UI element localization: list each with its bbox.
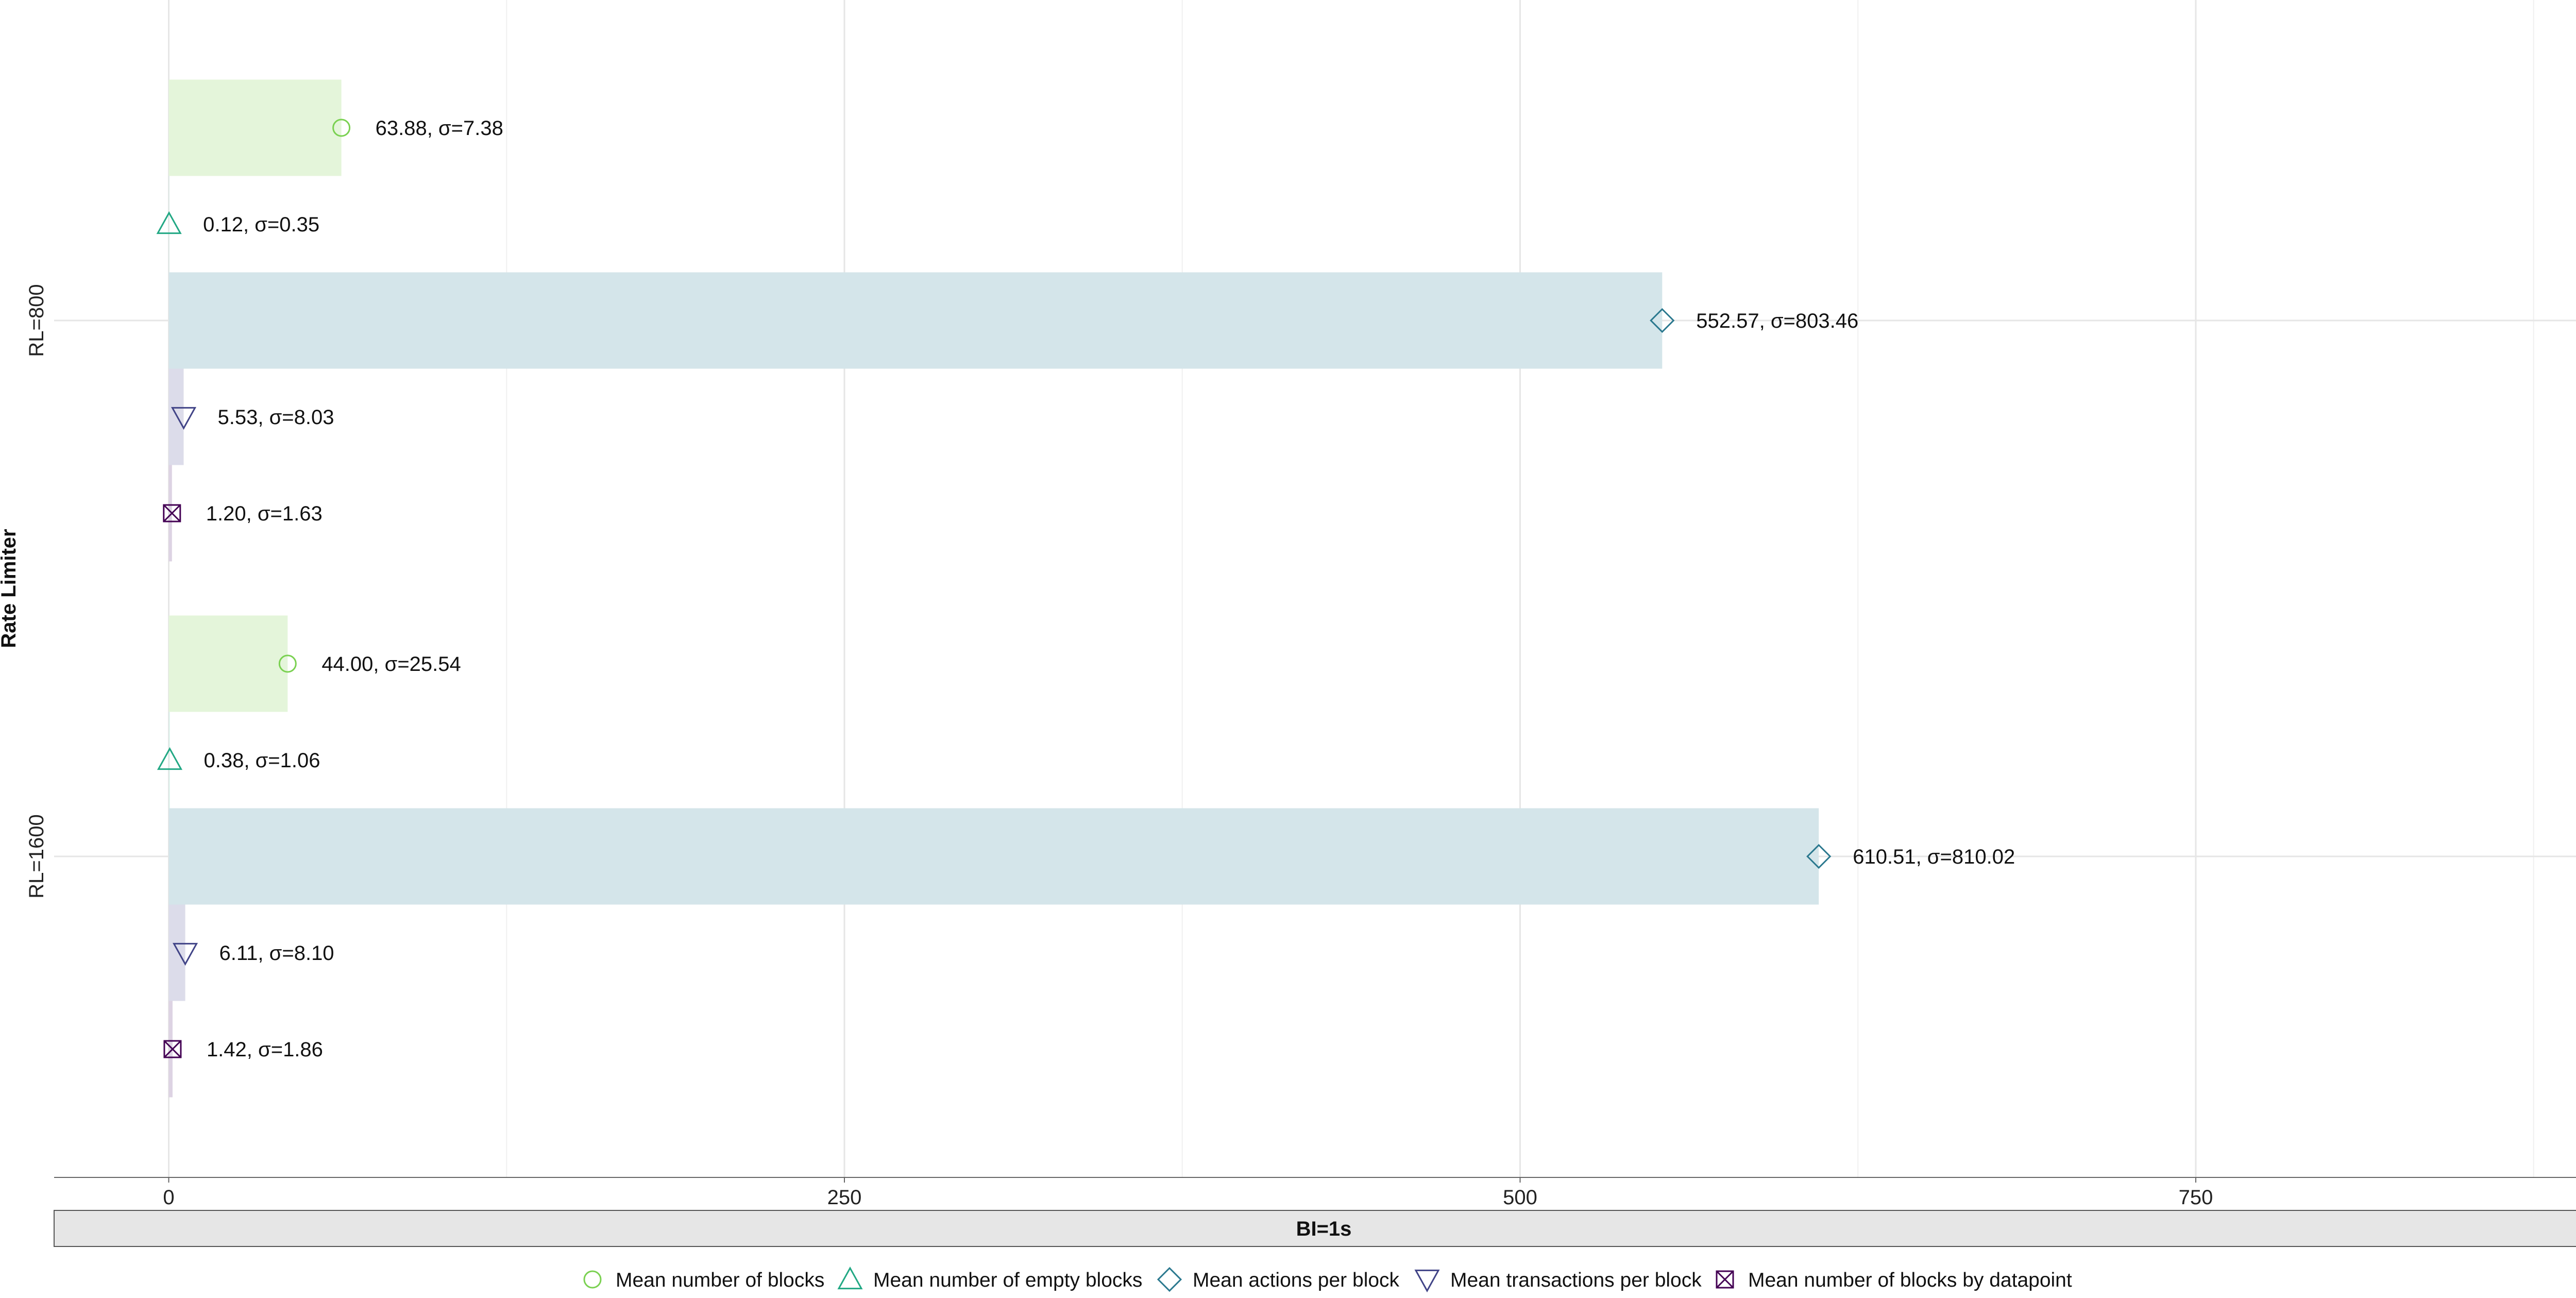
data-marker-square (163, 1040, 182, 1058)
legend-item: Mean transactions per block (1414, 1269, 1702, 1293)
data-marker-circle (278, 654, 297, 673)
bar (168, 1001, 173, 1098)
x-tick-label: 0 (163, 1186, 174, 1209)
data-labels: 63.88, σ=7.38 0.12, σ=0.35 552.57, σ=803.4… (203, 117, 2015, 1061)
bar (168, 712, 170, 808)
data-label: 5.53, σ=8.03 (218, 406, 334, 429)
x-tick-label: 250 (827, 1186, 862, 1209)
bar (168, 79, 342, 176)
data-marker-square-x (163, 504, 181, 522)
data-label: 610.51, σ=810.02 (1853, 846, 2015, 868)
data-marker-diamond (1806, 844, 1832, 869)
bar (168, 176, 170, 273)
facet-strip (54, 1210, 2576, 1247)
data-marker-square-x (1716, 1270, 1734, 1289)
x-tick-label: 750 (2179, 1186, 2213, 1209)
data-label: 63.88, σ=7.38 (376, 117, 503, 140)
x-ticks: 0 250 500 750 (163, 1177, 2213, 1209)
data-marker-diamond (1650, 308, 1675, 333)
data-label: 1.20, σ=1.63 (206, 502, 323, 525)
data-marker-cross (163, 1040, 182, 1058)
bars (168, 79, 1819, 1098)
data-label: 44.00, σ=25.54 (321, 653, 461, 676)
data-marker-triangle-down (171, 407, 197, 430)
data-label: 0.38, σ=1.06 (204, 749, 320, 772)
bar (168, 615, 288, 712)
bar (168, 272, 1663, 369)
data-marker-triangle-down (1414, 1269, 1440, 1293)
data-label: 552.57, σ=803.46 (1696, 310, 1858, 332)
data-marker-circle (332, 119, 351, 137)
bar (168, 904, 185, 1001)
data-marker-square-x (163, 1040, 182, 1058)
y-axis-title: Rate Limiter (0, 529, 20, 648)
data-marker-triangle-up (156, 211, 182, 234)
data-label: 6.11, σ=8.10 (219, 942, 334, 965)
y-tick-label: RL=800 (25, 284, 48, 357)
y-tick-labels: RL=800 RL=1600 (25, 284, 48, 898)
legend-label: Mean actions per block (1193, 1269, 1400, 1291)
legend-label: Mean number of empty blocks (873, 1269, 1142, 1291)
data-marker-circle (583, 1270, 602, 1289)
data-marker-square (1716, 1270, 1734, 1289)
data-marker-triangle-down (173, 942, 198, 966)
data-marker-square (163, 504, 181, 522)
bar (168, 808, 1819, 905)
data-marker-cross (1716, 1270, 1734, 1289)
grid (54, 0, 2576, 1177)
legend-label: Mean number of blocks by datapoint (1748, 1269, 2072, 1291)
data-marker-triangle-up (837, 1266, 863, 1290)
legend: Mean number of blocks Mean number of empt… (583, 1266, 2072, 1293)
bar (168, 465, 172, 562)
legend-item: Mean actions per block (1157, 1267, 1400, 1292)
data-label: 0.12, σ=0.35 (203, 213, 319, 236)
facet-strip-label: BI=1s (1296, 1218, 1352, 1240)
legend-label: Mean number of blocks (616, 1269, 824, 1291)
markers (156, 119, 1832, 1058)
data-marker-cross (163, 504, 181, 522)
data-marker-triangle-up (157, 747, 183, 770)
legend-item: Mean number of empty blocks (837, 1266, 1142, 1291)
bar (168, 368, 184, 465)
legend-item: Mean number of blocks (583, 1269, 824, 1291)
x-tick-label: 500 (1503, 1186, 1537, 1209)
data-label: 1.42, σ=1.86 (207, 1038, 323, 1061)
legend-label: Mean transactions per block (1450, 1269, 1702, 1291)
legend-item: Mean number of blocks by datapoint (1716, 1269, 2072, 1291)
y-tick-label: RL=1600 (25, 814, 48, 898)
data-marker-diamond (1157, 1267, 1182, 1292)
